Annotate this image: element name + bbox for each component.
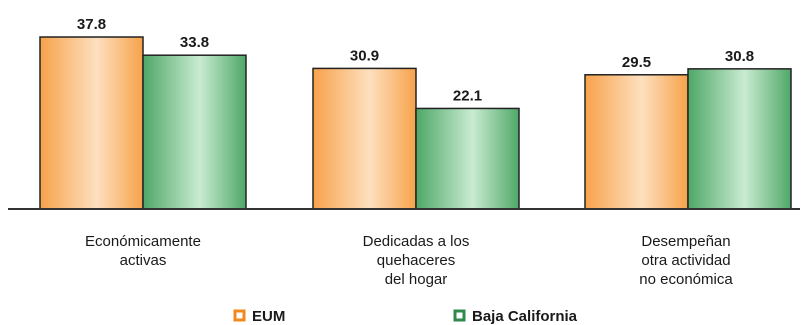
category-label: otra actividad: [641, 252, 730, 269]
legend: EUM Baja California: [233, 308, 578, 325]
category-label: quehaceres: [377, 252, 455, 269]
data-label: 30.9: [350, 47, 379, 64]
data-label: 22.1: [453, 87, 482, 104]
category-label: del hogar: [385, 271, 448, 288]
legend-swatch: [233, 309, 246, 322]
category-label: activas: [120, 252, 167, 269]
bar-eum-1: [312, 67, 417, 210]
bar-eum-0: [39, 36, 144, 210]
category-label: Desempeñan: [641, 233, 730, 250]
category-label: Dedicadas a los: [363, 233, 470, 250]
bar-eum-2: [584, 74, 689, 210]
legend-label: Baja California: [472, 308, 578, 325]
category-label: Económicamente: [85, 233, 201, 250]
legend-swatch: [453, 309, 466, 322]
data-label: 30.8: [725, 48, 754, 65]
data-label: 33.8: [180, 34, 209, 51]
bar-baja-california-1: [415, 107, 520, 210]
category-label: no económica: [639, 271, 733, 288]
data-label: 37.8: [77, 16, 106, 33]
bar-baja-california-2: [687, 68, 792, 210]
legend-label: EUM: [252, 308, 285, 325]
data-label: 29.5: [622, 54, 651, 71]
category-labels: Económicamente activas Dedicadas a los queh…: [85, 233, 733, 288]
bar-baja-california-0: [142, 54, 247, 210]
bars-group: 37.8 33.8 30.9 22.1 29.5 30.8: [39, 16, 792, 210]
